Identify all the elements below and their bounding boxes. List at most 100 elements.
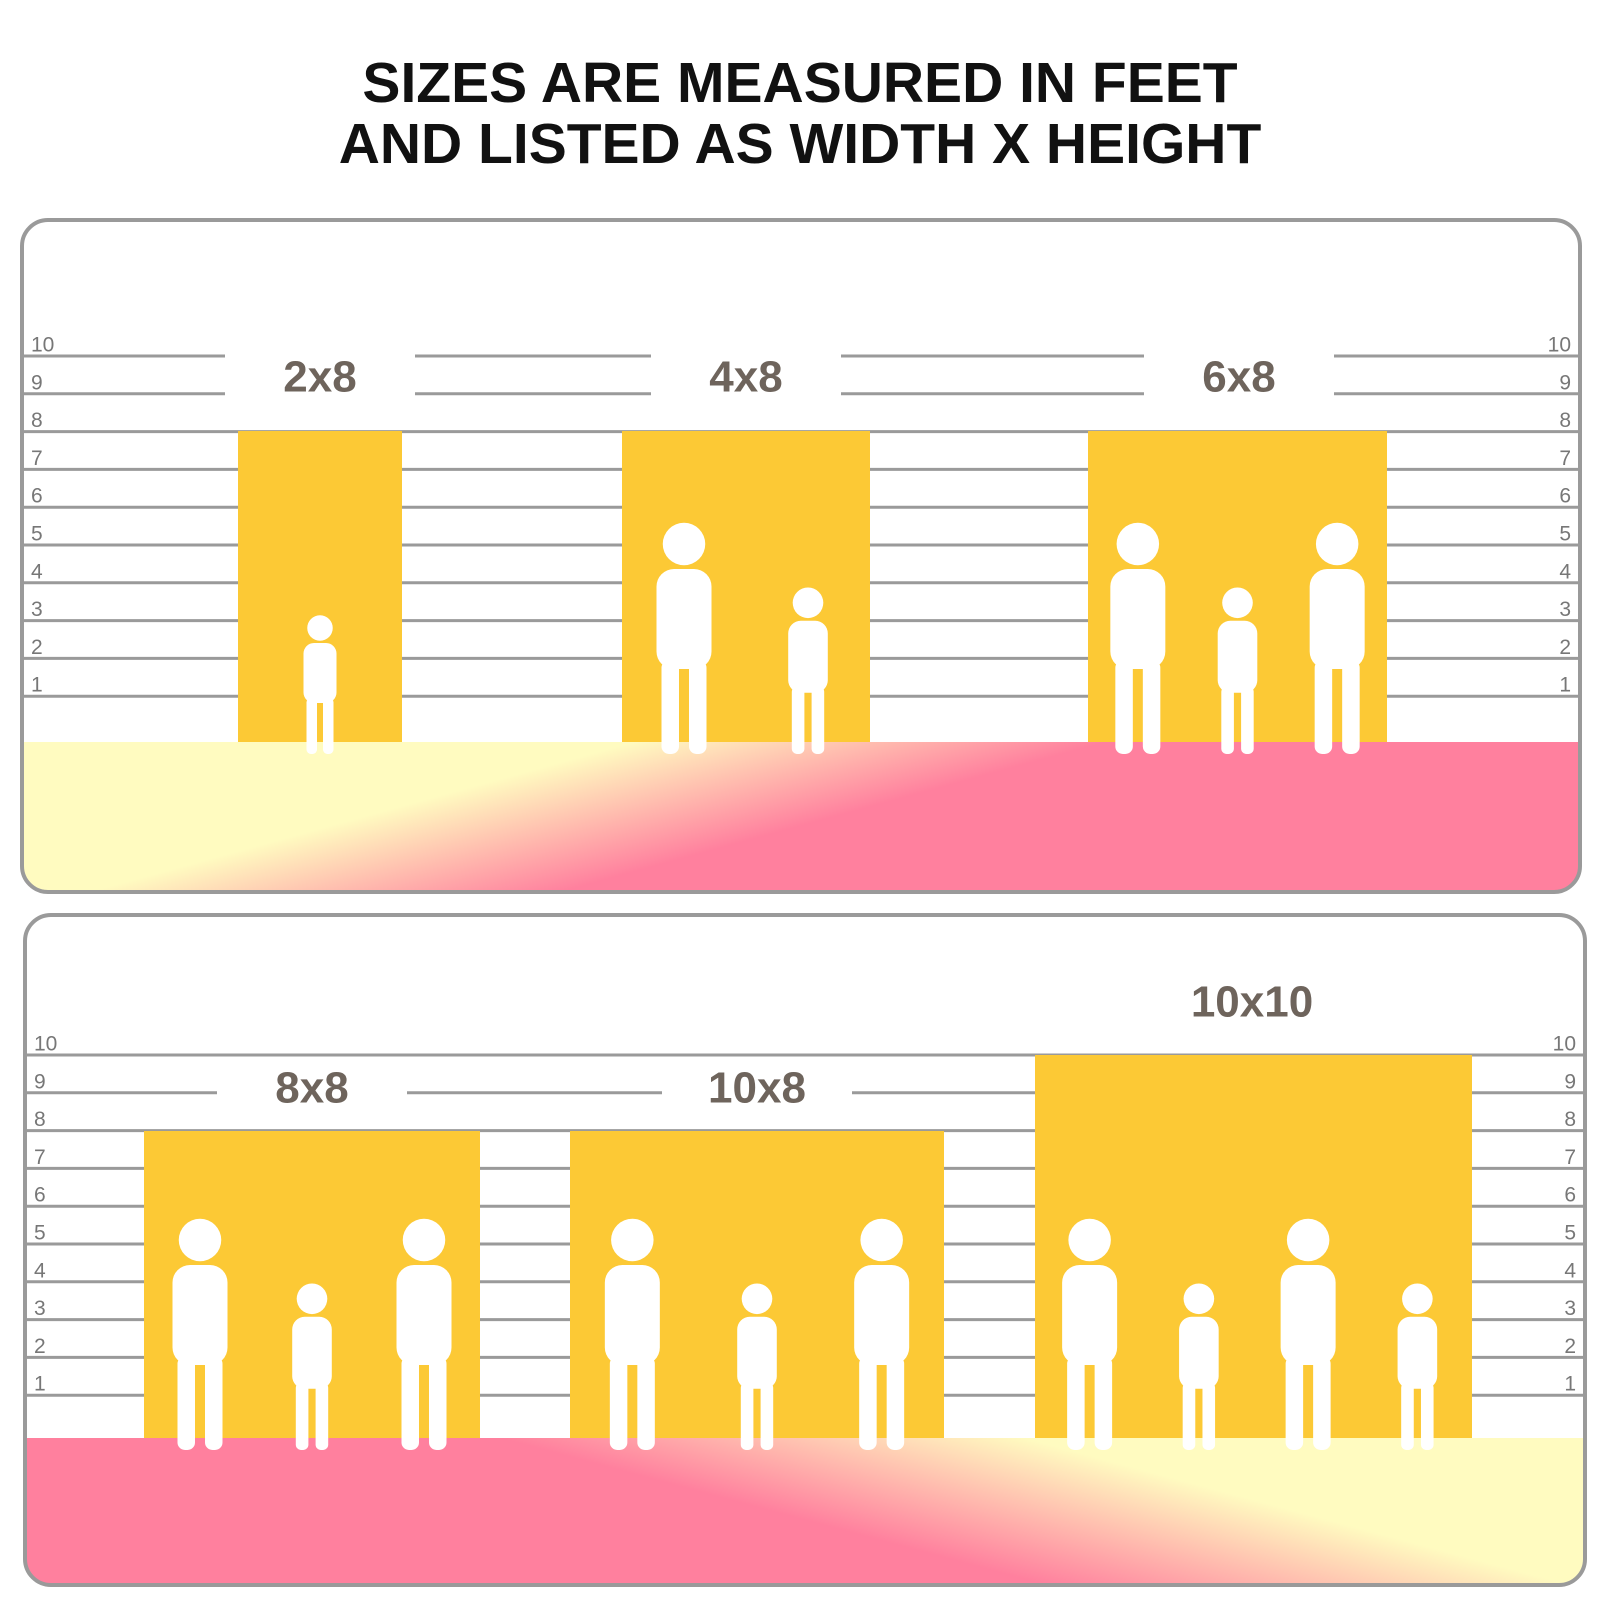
silhouette (303, 643, 337, 703)
silhouette (172, 1265, 228, 1365)
backdrop-label: 8x8 (275, 1064, 348, 1113)
silhouette (296, 1283, 328, 1315)
silhouette (307, 615, 333, 641)
scale-label: 7 (31, 447, 43, 470)
silhouette (1280, 1265, 1336, 1365)
silhouette (1285, 1356, 1304, 1450)
silhouette (760, 1382, 774, 1450)
silhouette (859, 1356, 877, 1450)
silhouette (1241, 686, 1254, 754)
silhouette (295, 1382, 309, 1450)
scale-label: 10 (1553, 1033, 1576, 1056)
scale-label: 2 (34, 1335, 46, 1358)
silhouette (637, 1356, 655, 1450)
silhouette (1342, 660, 1360, 754)
silhouette (1182, 1382, 1196, 1450)
silhouette (741, 1283, 773, 1315)
silhouette (1314, 660, 1333, 754)
scale-label: 3 (34, 1297, 46, 1320)
scale-label: 6 (1559, 485, 1571, 508)
silhouette (401, 1356, 419, 1450)
scale-label: 4 (31, 560, 43, 583)
silhouette (662, 522, 706, 566)
floor (25, 1438, 1585, 1585)
silhouette (791, 686, 805, 754)
label-gap (1144, 350, 1334, 410)
label-gap (662, 1061, 852, 1121)
silhouette (1315, 522, 1359, 566)
silhouette (429, 1356, 447, 1450)
scale-label: 7 (34, 1146, 46, 1169)
scale-label: 6 (31, 485, 43, 508)
silhouette (1222, 587, 1253, 619)
silhouette (1110, 569, 1166, 669)
silhouette (323, 697, 334, 754)
silhouette (740, 1382, 754, 1450)
silhouette (1217, 620, 1258, 693)
backdrop-label: 10x10 (1191, 978, 1313, 1027)
silhouette (396, 1265, 452, 1365)
silhouette (1202, 1382, 1216, 1450)
silhouette (1115, 660, 1133, 754)
silhouette (604, 1265, 660, 1365)
silhouette (1401, 1382, 1414, 1450)
silhouette (1116, 522, 1160, 566)
label-gap (225, 350, 415, 410)
label-gap (217, 1061, 407, 1121)
silhouette (1420, 1382, 1434, 1450)
silhouette (177, 1356, 195, 1450)
scale-label: 8 (34, 1108, 46, 1131)
scale-label: 1 (1564, 1373, 1576, 1396)
label-gap (651, 350, 841, 410)
scale-label: 9 (34, 1070, 46, 1093)
silhouette (315, 1382, 329, 1450)
scale-label: 1 (34, 1373, 46, 1396)
silhouette (860, 1218, 903, 1262)
silhouette (854, 1265, 910, 1365)
silhouette (1221, 686, 1234, 754)
scale-label: 8 (1564, 1108, 1576, 1131)
silhouette (292, 1316, 332, 1389)
silhouette (792, 587, 824, 619)
panel: 10 10 9 9 8 8 7 7 6 6 5 5 4 4 3 3 2 2 1 1 2x8 4x8 6x8 (22, 220, 1580, 892)
silhouette (811, 686, 825, 754)
silhouette (1309, 569, 1365, 669)
scale-label: 4 (1559, 560, 1571, 583)
scale-label: 2 (1564, 1335, 1576, 1358)
silhouette (1313, 1356, 1331, 1450)
scale-label: 9 (1559, 371, 1571, 394)
scale-label: 3 (1559, 598, 1571, 621)
silhouette (788, 620, 828, 693)
scale-label: 3 (1564, 1297, 1576, 1320)
silhouette (661, 660, 679, 754)
silhouette (402, 1218, 446, 1262)
silhouette (306, 697, 317, 754)
silhouette (1094, 1356, 1113, 1450)
silhouette (689, 660, 707, 754)
silhouette (1142, 660, 1161, 754)
scale-label: 8 (31, 409, 43, 432)
silhouette (611, 1218, 654, 1262)
silhouette (1286, 1218, 1330, 1262)
panel-border (23, 913, 1587, 1587)
scale-label: 7 (1559, 447, 1571, 470)
silhouette (656, 569, 712, 669)
scale-label: 10 (1548, 334, 1571, 357)
scale-label: 7 (1564, 1146, 1576, 1169)
scale-label: 2 (1559, 636, 1571, 659)
scale-label: 2 (31, 636, 43, 659)
scale-label: 10 (31, 334, 54, 357)
scale-label: 5 (34, 1222, 46, 1245)
scale-label: 1 (1559, 674, 1571, 697)
title-line: SIZES ARE MEASURED IN FEET (362, 51, 1237, 115)
scale-label: 6 (1564, 1184, 1576, 1207)
silhouette (1062, 1265, 1118, 1365)
silhouette (886, 1356, 905, 1450)
scale-label: 9 (1564, 1070, 1576, 1093)
silhouette (1067, 1356, 1085, 1450)
backdrop-label: 6x8 (1202, 353, 1275, 402)
scale-label: 9 (31, 371, 43, 394)
scale-label: 1 (31, 674, 43, 697)
silhouette (178, 1218, 222, 1262)
